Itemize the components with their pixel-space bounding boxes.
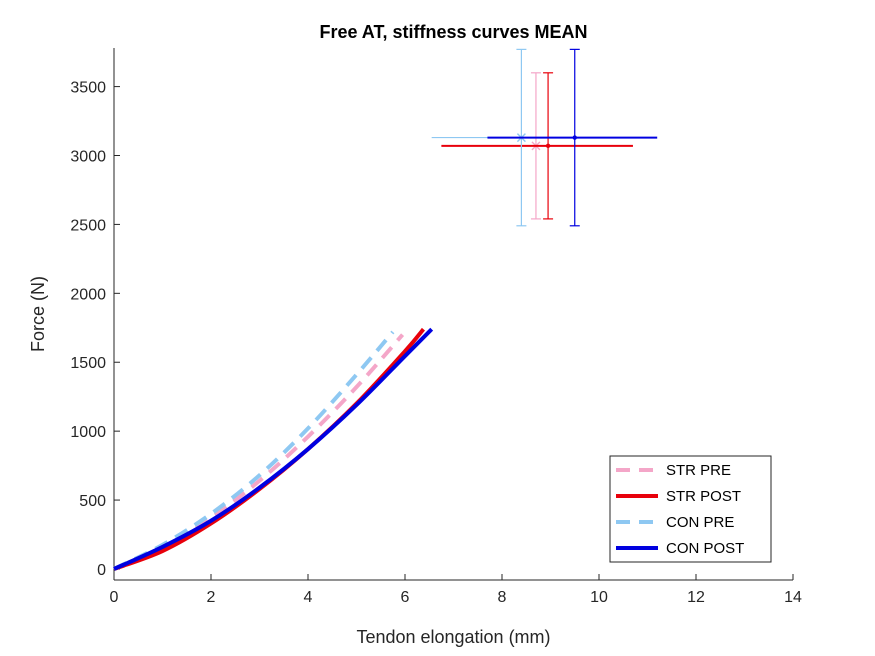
x-tick-label: 8 — [498, 589, 507, 606]
series-line-con-post — [113, 327, 434, 571]
x-tick-label: 2 — [207, 589, 216, 606]
x-tick-label: 4 — [304, 589, 313, 606]
legend-box — [609, 455, 772, 563]
x-axis-title: Tendon elongation (mm) — [356, 627, 550, 647]
legend: STR PRE STR POST CON PRE CON POST — [609, 455, 772, 563]
data-layer — [113, 327, 434, 571]
y-tick-label: 3500 — [70, 80, 106, 97]
y-axis-title: Force (N) — [28, 276, 48, 352]
x-tick-label: 14 — [784, 589, 802, 606]
y-tick-label: 0 — [97, 562, 106, 579]
axes-layer — [113, 48, 794, 581]
chart-title: Free AT, stiffness curves MEAN — [319, 22, 587, 42]
error-markers-layer — [431, 48, 658, 227]
tick-labels-layer: 0 2 4 6 8 10 12 14 0 500 1000 1500 2000 2500 3000 3500 — [70, 80, 802, 606]
y-tick-label: 1500 — [70, 355, 106, 372]
x-tick-label: 10 — [590, 589, 608, 606]
legend-label-str-pre: STR PRE — [666, 462, 731, 479]
y-tick-label: 2500 — [70, 217, 106, 234]
dot-marker — [572, 135, 577, 140]
error-marker-con-post — [487, 48, 658, 227]
y-tick-label: 500 — [79, 493, 106, 510]
y-tick-label: 1000 — [70, 424, 106, 441]
x-tick-label: 12 — [687, 589, 705, 606]
legend-label-con-pre: CON PRE — [666, 514, 734, 531]
error-marker-str-post — [441, 72, 633, 220]
dot-marker — [545, 143, 551, 149]
y-tick-label: 3000 — [70, 149, 106, 166]
x-tick-label: 0 — [110, 589, 119, 606]
x-tick-label: 6 — [401, 589, 410, 606]
legend-label-str-post: STR POST — [666, 488, 741, 505]
y-tick-label: 2000 — [70, 286, 106, 303]
legend-label-con-post: CON POST — [666, 540, 744, 557]
